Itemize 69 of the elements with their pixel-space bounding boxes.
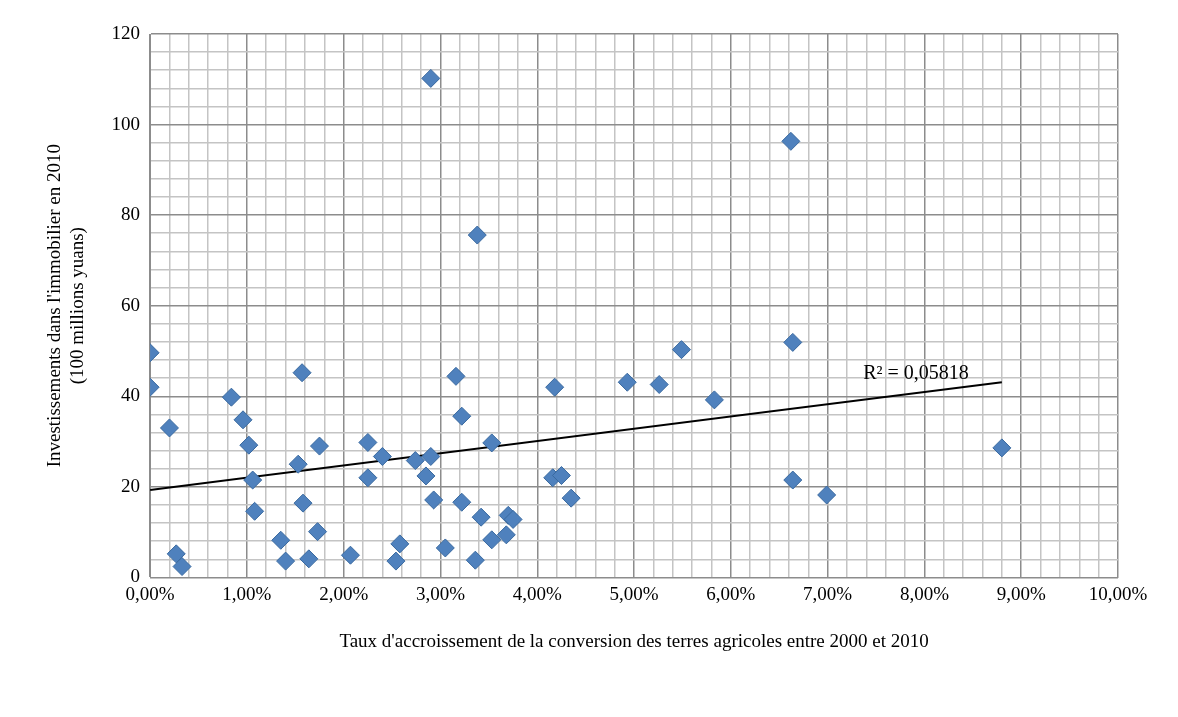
y-tick-label: 40 bbox=[121, 384, 141, 406]
point bbox=[358, 468, 378, 488]
point bbox=[372, 446, 392, 466]
y-axis-title: Investissements dans l'immobilier en 2010 (100 millions yuans) bbox=[43, 144, 89, 468]
point bbox=[308, 522, 328, 542]
point bbox=[446, 366, 466, 386]
point bbox=[405, 451, 425, 471]
x-tick-label: 5,00% bbox=[609, 582, 659, 604]
point bbox=[482, 530, 502, 550]
point bbox=[817, 485, 837, 505]
point bbox=[271, 530, 291, 550]
point bbox=[503, 509, 523, 529]
point bbox=[159, 418, 179, 438]
point bbox=[172, 557, 192, 577]
point bbox=[465, 550, 485, 570]
point bbox=[416, 466, 436, 486]
x-axis-title: Taux d'accroissement de la conversion des terres agricoles entre 2000 et 2010 bbox=[339, 629, 929, 651]
point bbox=[671, 340, 691, 360]
point bbox=[452, 492, 472, 512]
point bbox=[299, 549, 319, 569]
point bbox=[233, 410, 253, 430]
point bbox=[421, 68, 441, 88]
x-tick-label: 2,00% bbox=[319, 582, 369, 604]
x-tick-label: 3,00% bbox=[415, 582, 466, 604]
point bbox=[551, 466, 571, 486]
point bbox=[783, 332, 803, 352]
point bbox=[421, 446, 441, 466]
point bbox=[358, 432, 378, 452]
y-tick-label: 60 bbox=[121, 293, 141, 315]
point bbox=[293, 493, 313, 513]
point bbox=[221, 387, 241, 407]
y-tick-label: 100 bbox=[111, 112, 141, 134]
x-tick-label: 1,00% bbox=[222, 582, 272, 604]
point bbox=[288, 454, 308, 474]
point bbox=[239, 435, 259, 455]
point bbox=[292, 363, 312, 383]
point bbox=[783, 470, 803, 490]
y-tick-label: 120 bbox=[111, 21, 141, 43]
point bbox=[617, 372, 637, 392]
point bbox=[424, 490, 444, 510]
x-tick-label: 4,00% bbox=[512, 582, 562, 604]
point bbox=[649, 374, 669, 394]
x-tick-label: 6,00% bbox=[706, 582, 756, 604]
x-tick-label: 10,00% bbox=[1088, 582, 1148, 604]
x-tick-label: 9,00% bbox=[996, 582, 1046, 604]
annotation: R² = 0,05818 bbox=[863, 361, 969, 384]
point bbox=[545, 377, 565, 397]
x-tick-label: 7,00% bbox=[803, 582, 853, 604]
point bbox=[992, 438, 1012, 458]
x-tick-label: 8,00% bbox=[899, 582, 950, 604]
point bbox=[452, 406, 472, 426]
point bbox=[467, 225, 487, 245]
point bbox=[471, 507, 491, 527]
point bbox=[496, 525, 516, 545]
point bbox=[482, 433, 502, 453]
point bbox=[245, 501, 265, 521]
point bbox=[276, 551, 296, 571]
point bbox=[166, 544, 186, 564]
point bbox=[386, 551, 406, 571]
point bbox=[309, 436, 329, 456]
point bbox=[390, 534, 410, 554]
y-tick-label: 80 bbox=[121, 203, 141, 225]
y-tick-label: 20 bbox=[121, 474, 141, 496]
point bbox=[781, 131, 801, 151]
point bbox=[704, 390, 724, 410]
point bbox=[561, 488, 581, 508]
point bbox=[243, 470, 263, 490]
point bbox=[340, 545, 360, 565]
point bbox=[435, 538, 455, 558]
